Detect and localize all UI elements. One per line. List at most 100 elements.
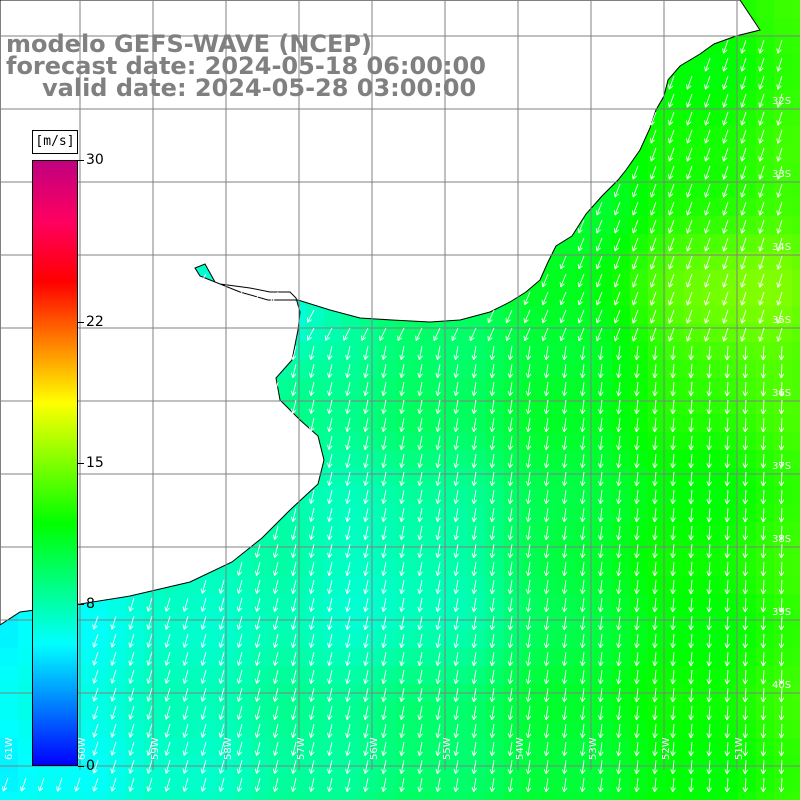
wind-arrow: [525, 723, 532, 739]
wind-arrow: [399, 597, 405, 613]
wind-arrow: [525, 615, 532, 631]
field-cell: [774, 72, 793, 91]
wind-arrow: [616, 489, 622, 505]
field-cell: [594, 774, 613, 793]
wind-arrow: [613, 273, 621, 288]
wind-arrow: [616, 579, 622, 595]
wind-arrow: [507, 741, 514, 757]
field-cell: [162, 738, 181, 757]
wind-arrow: [290, 543, 297, 558]
wind-arrow: [613, 327, 621, 342]
wind-arrow: [616, 525, 622, 541]
field-cell: [162, 648, 181, 667]
wind-arrow: [668, 129, 675, 144]
field-cell: [594, 378, 613, 397]
field-cell: [594, 666, 613, 685]
wind-arrow: [706, 777, 712, 793]
wind-arrow: [272, 597, 279, 612]
wind-arrow: [631, 255, 639, 270]
wind-arrow: [435, 741, 441, 757]
field-cell: [720, 180, 739, 199]
field-cell: [738, 396, 757, 415]
field-cell: [612, 558, 631, 577]
wind-arrow: [760, 471, 767, 487]
field-cell: [126, 630, 145, 649]
field-cell: [720, 432, 739, 451]
wind-arrow: [453, 453, 460, 469]
wind-arrow: [272, 633, 279, 648]
wind-arrow: [417, 489, 423, 505]
wind-arrow: [595, 273, 603, 288]
wind-arrow: [634, 525, 640, 541]
wind-arrow: [616, 597, 622, 613]
wind-arrow: [363, 399, 369, 414]
wind-arrow: [327, 759, 333, 774]
wind-arrow: [254, 777, 261, 792]
wind-arrow: [760, 417, 767, 433]
field-cell: [306, 702, 325, 721]
field-cell: [612, 576, 631, 595]
field-cell: [774, 756, 793, 775]
wind-arrow: [616, 759, 622, 775]
wind-arrow: [543, 507, 550, 523]
field-cell: [666, 576, 685, 595]
field-cell: [738, 756, 757, 775]
field-cell: [432, 450, 451, 469]
field-cell: [450, 360, 469, 379]
wind-arrow: [453, 723, 460, 739]
field-cell: [540, 738, 559, 757]
field-cell: [540, 522, 559, 541]
field-cell: [540, 702, 559, 721]
wind-arrow: [128, 759, 135, 774]
wind-arrow: [381, 777, 387, 792]
field-cell: [342, 774, 361, 793]
field-cell: [666, 648, 685, 667]
wind-arrow: [435, 579, 441, 595]
field-cell: [522, 378, 541, 397]
field-cell: [558, 630, 577, 649]
wind-arrow: [541, 309, 549, 324]
field-cell: [504, 486, 523, 505]
field-cell: [432, 324, 451, 343]
field-cell: [720, 162, 739, 181]
wind-arrow: [706, 651, 712, 667]
wind-arrow: [652, 579, 658, 595]
colorbar-tick-label: 0: [86, 758, 95, 774]
field-cell: [216, 738, 235, 757]
field-cell: [396, 540, 415, 559]
wind-arrow: [507, 687, 514, 703]
wind-arrow: [776, 291, 783, 306]
wind-arrow: [688, 435, 694, 451]
wind-arrow: [598, 471, 604, 487]
field-cell: [738, 90, 757, 109]
field-cell: [306, 792, 325, 800]
wind-arrow: [290, 345, 297, 360]
wind-arrow: [579, 453, 586, 469]
field-cell: [270, 774, 289, 793]
field-cell: [774, 108, 793, 127]
field-cell: [360, 648, 379, 667]
field-cell: [720, 648, 739, 667]
field-cell: [450, 594, 469, 613]
wind-arrow: [505, 327, 513, 342]
field-cell: [324, 702, 343, 721]
wind-arrow: [688, 651, 694, 667]
wind-arrow: [92, 741, 99, 756]
wind-arrow: [218, 579, 225, 594]
wind-arrow: [579, 363, 586, 379]
wind-arrow: [543, 543, 550, 559]
field-cell: [288, 558, 307, 577]
field-cell: [468, 648, 487, 667]
wind-arrow: [525, 489, 532, 505]
wind-arrow: [272, 777, 279, 792]
wind-arrow: [724, 741, 731, 757]
wind-arrow: [433, 327, 441, 342]
wind-arrow: [435, 723, 441, 739]
wind-arrow: [760, 615, 767, 631]
wind-arrow: [327, 345, 333, 360]
wind-arrow: [616, 669, 622, 685]
wind-arrow: [616, 561, 622, 577]
wind-arrow: [381, 723, 387, 738]
wind-arrow: [598, 399, 604, 415]
colorbar-tick-label: 22: [86, 313, 104, 330]
